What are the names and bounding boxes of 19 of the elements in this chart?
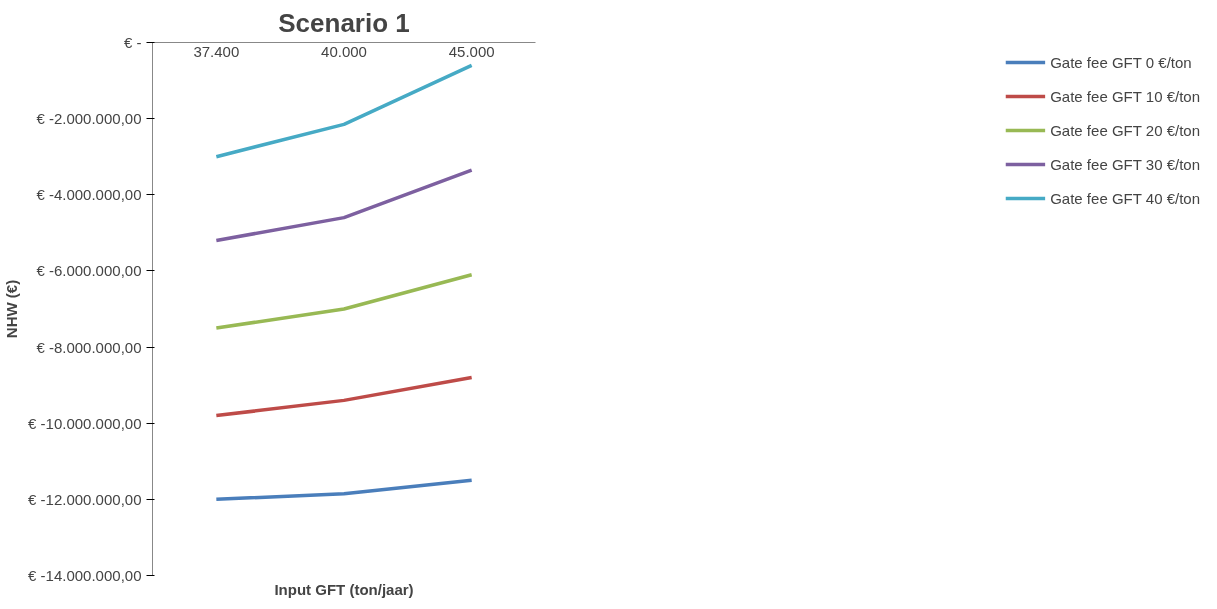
y-tick-label: € -	[124, 34, 142, 51]
x-tick-label: 40.000	[321, 42, 367, 60]
legend-label: Gate fee GFT 10 €/ton	[1050, 87, 1200, 105]
y-tick-label: € -6.000.000,00	[36, 262, 142, 280]
x-tick-label: 37.400	[193, 42, 240, 60]
y-axis-title: NHW (€)	[3, 279, 21, 339]
y-tick-label: € -4.000.000,00	[36, 186, 142, 204]
y-tick-label: € -2.000.000,00	[36, 110, 142, 128]
legend-label: Gate fee GFT 0 €/ton	[1050, 53, 1192, 71]
y-tick-label: € -10.000.000,00	[28, 414, 142, 432]
y-tick-label: € -14.000.000,00	[28, 567, 142, 584]
legend-label: Gate fee GFT 40 €/ton	[1050, 189, 1200, 207]
y-tick-label: € -8.000.000,00	[36, 338, 142, 356]
legend-label: Gate fee GFT 30 €/ton	[1050, 155, 1200, 173]
legend-label: Gate fee GFT 20 €/ton	[1050, 121, 1200, 139]
chart-title: Scenario 1	[278, 7, 410, 38]
x-axis-title: Input GFT (ton/jaar)	[274, 580, 414, 598]
x-tick-label: 45.000	[448, 42, 495, 60]
y-tick-label: € -12.000.000,00	[28, 490, 142, 508]
